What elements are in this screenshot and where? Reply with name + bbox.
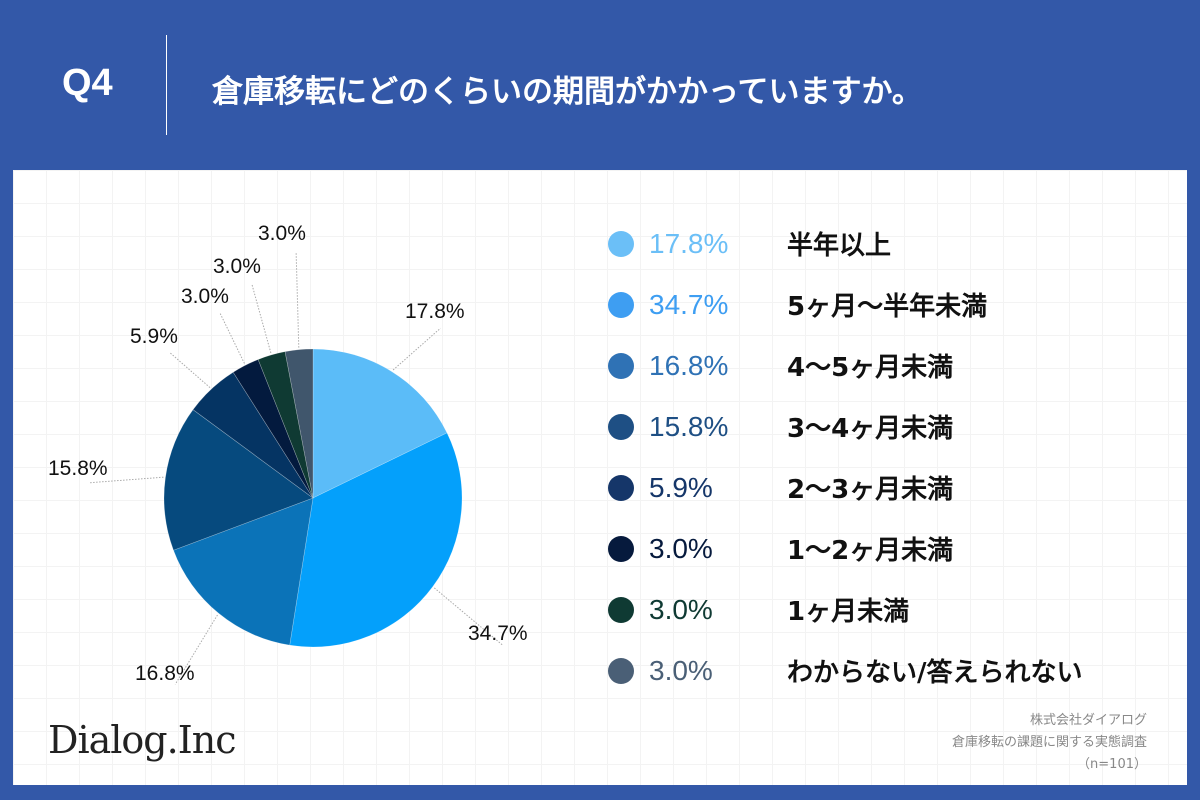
leader-line [251, 284, 272, 354]
legend-item: 3.0% 1〜2ヶ月未満 [594, 518, 1083, 579]
legend-label: 4〜5ヶ月未満 [787, 353, 954, 383]
slice-label: 3.0% [258, 222, 306, 245]
pie-slice [163, 409, 314, 551]
question-number: Q4 [62, 62, 113, 104]
legend-percent: 16.8% [649, 349, 729, 381]
legend-item: 34.7% 5ヶ月〜半年未満 [594, 274, 1083, 335]
chart-panel: 17.8% 34.7% 16.8% 15.8% 5.9% 3.0% 3.0% 3.0% 17.… [13, 170, 1187, 785]
legend-percent: 34.7% [649, 288, 729, 320]
leader-line [295, 252, 300, 348]
legend-label: 1ヶ月未満 [787, 597, 910, 627]
legend-dot-icon [608, 657, 634, 684]
legend-label: 半年以上 [787, 231, 892, 261]
slice-label: 17.8% [405, 300, 465, 323]
legend-percent: 17.8% [649, 227, 729, 259]
pie-slice [232, 359, 314, 499]
leader-line [219, 313, 245, 364]
header: Q4 倉庫移転にどのくらいの期間がかかっていますか。 [0, 0, 1200, 170]
slice-label: 15.8% [48, 457, 108, 480]
legend-item: 3.0% わからない/答えられない [594, 640, 1083, 701]
legend-percent: 5.9% [649, 471, 713, 503]
source-company: 株式会社ダイアログ [1029, 713, 1147, 728]
slice-label: 16.8% [135, 662, 195, 685]
legend-item: 16.8% 4〜5ヶ月未満 [594, 335, 1083, 396]
slice-label: 5.9% [130, 325, 178, 348]
legend-label: 2〜3ヶ月未満 [787, 475, 954, 505]
leader-line [89, 476, 164, 484]
pie-slice [257, 351, 314, 499]
legend-item: 17.8% 半年以上 [594, 213, 1083, 274]
legend-dot-icon [608, 535, 634, 562]
slice-label: 3.0% [213, 255, 261, 278]
legend-dot-icon [608, 596, 634, 623]
legend-percent: 15.8% [649, 410, 729, 442]
chart-legend: 17.8% 半年以上 34.7% 5ヶ月〜半年未満 16.8% 4〜5ヶ月未満 15.8% 3… [594, 213, 1083, 701]
pie-chart: 17.8%34.7%16.8%15.8%5.9%3.0%3.0%3.0% [48, 222, 528, 685]
legend-dot-icon [608, 230, 634, 257]
source-survey: 倉庫移転の課題に関する実態調査 [951, 735, 1147, 750]
slice-label: 34.7% [468, 622, 528, 645]
legend-label: 5ヶ月〜半年未満 [787, 292, 988, 322]
legend-item: 15.8% 3〜4ヶ月未満 [594, 396, 1083, 457]
legend-dot-icon [608, 352, 634, 379]
legend-percent: 3.0% [649, 654, 713, 686]
legend-dot-icon [608, 413, 634, 440]
pie-slice [192, 371, 314, 499]
sample-size: （n=101） [1077, 757, 1147, 772]
legend-label: 3〜4ヶ月未満 [787, 414, 954, 444]
legend-label: わからない/答えられない [787, 658, 1083, 688]
pie-slice [173, 497, 314, 646]
leader-line [392, 327, 441, 371]
legend-percent: 3.0% [649, 593, 713, 625]
slice-label: 3.0% [181, 285, 229, 308]
legend-percent: 3.0% [649, 532, 713, 564]
question-title: 倉庫移転にどのくらいの期間がかかっていますか。 [212, 74, 923, 110]
legend-item: 3.0% 1ヶ月未満 [594, 579, 1083, 640]
legend-dot-icon [608, 291, 634, 318]
header-divider [166, 35, 167, 135]
legend-item: 5.9% 2〜3ヶ月未満 [594, 457, 1083, 518]
pie-slice [289, 432, 463, 648]
leader-line [169, 352, 211, 388]
source-note: 株式会社ダイアログ 倉庫移転の課題に関する実態調査 （n=101） [952, 710, 1147, 776]
company-logo: Dialog.Inc [48, 718, 236, 762]
pie-slice [312, 348, 448, 499]
pie-slice [284, 348, 314, 499]
legend-label: 1〜2ヶ月未満 [787, 536, 954, 566]
legend-dot-icon [608, 474, 634, 501]
